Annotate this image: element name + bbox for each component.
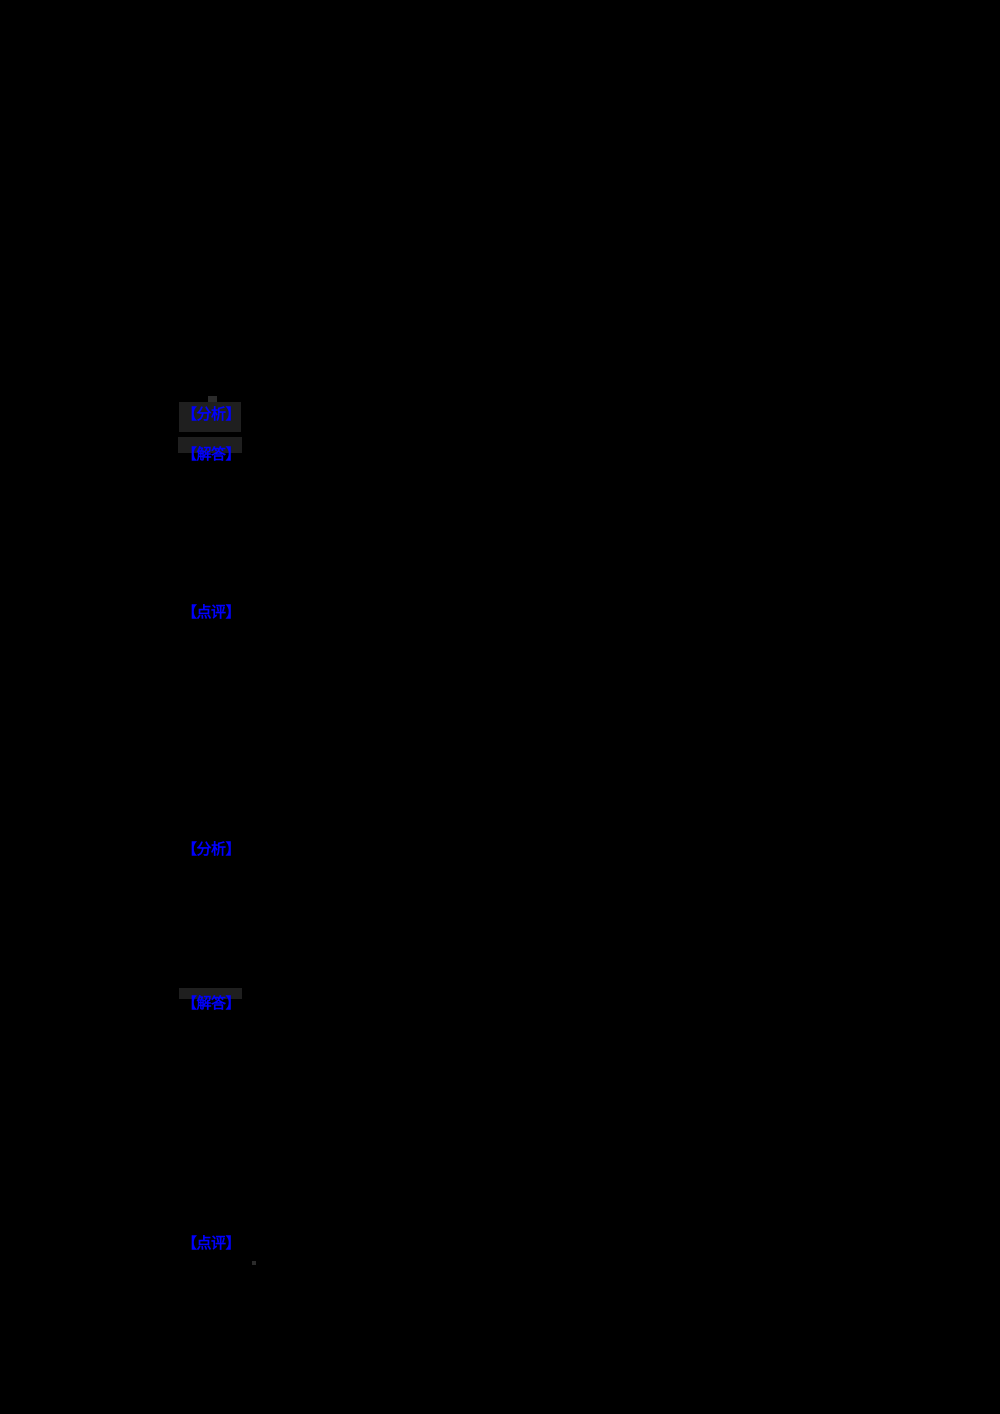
link-highlight-tick	[208, 396, 217, 402]
analysis-link-2[interactable]: 【分析】	[182, 841, 241, 858]
stray-mark	[252, 1261, 256, 1265]
comment-link-2[interactable]: 【点评】	[182, 1235, 241, 1252]
link-highlight-box	[178, 437, 242, 453]
solution-link-2[interactable]: 【解答】	[182, 995, 241, 1012]
link-highlight-box	[179, 402, 241, 432]
comment-link-1[interactable]: 【点评】	[182, 604, 241, 621]
solution-link-1[interactable]: 【解答】	[182, 446, 241, 463]
link-highlight-box	[179, 988, 242, 999]
analysis-link-1[interactable]: 【分析】	[182, 406, 241, 423]
